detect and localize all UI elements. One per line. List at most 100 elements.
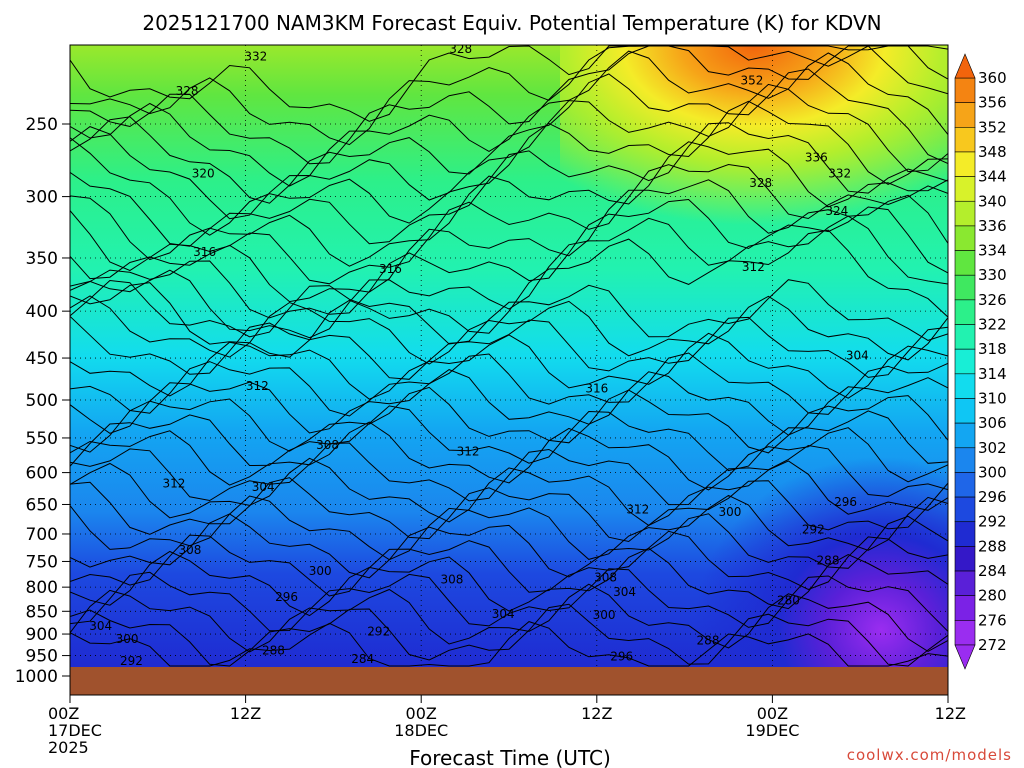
contour-label: 300 <box>719 505 742 519</box>
colorbar-swatch <box>954 102 976 128</box>
contour-label: 332 <box>244 49 267 63</box>
contour-line <box>70 457 948 526</box>
contour-label: 292 <box>367 624 390 638</box>
contour-line <box>70 141 948 267</box>
x-tick-label: 19DEC <box>745 721 799 740</box>
y-tick-label: 800 <box>26 578 58 598</box>
contour-line <box>70 45 948 146</box>
colorbar-label: 276 <box>978 611 1007 629</box>
contour-line <box>70 621 948 667</box>
grid <box>70 45 948 667</box>
contour-label: 296 <box>834 495 857 509</box>
contour-label: 328 <box>176 84 199 98</box>
colorbar-label: 310 <box>978 389 1007 407</box>
colorbar-label: 334 <box>978 242 1007 260</box>
contour-line <box>70 198 948 319</box>
x-tick-label: 00Z <box>48 704 79 723</box>
colorbar-label: 336 <box>978 217 1007 235</box>
colorbar-label: 288 <box>978 537 1007 555</box>
colorbar-label: 292 <box>978 513 1007 531</box>
contour-label: 300 <box>116 632 139 646</box>
contour-line <box>70 494 948 561</box>
x-tick-label: 00Z <box>757 704 788 723</box>
x-tick-label: 00Z <box>406 704 437 723</box>
colorbar-label: 280 <box>978 587 1007 605</box>
contour-label: 292 <box>120 654 143 668</box>
colorbar-swatch <box>954 398 976 424</box>
contour-line <box>70 179 948 303</box>
colorbar-swatch <box>954 422 976 449</box>
colorbar-label: 356 <box>978 94 1007 112</box>
colorbar-swatch <box>954 595 976 621</box>
contour-label: 328 <box>449 42 472 56</box>
y-tick-label: 900 <box>26 625 58 645</box>
y-tick-label: 750 <box>26 552 58 572</box>
y-tick-label: 500 <box>26 391 58 411</box>
y-tick-label: 350 <box>26 249 58 269</box>
contour-line <box>70 279 948 345</box>
contour-line <box>70 332 948 400</box>
contour-label: 304 <box>492 607 515 621</box>
colorbar-swatch <box>954 127 976 153</box>
colorbar-label: 318 <box>978 340 1007 358</box>
contour-label: 352 <box>740 73 763 87</box>
contour-label: 320 <box>192 166 215 180</box>
colorbar-label: 302 <box>978 439 1007 457</box>
colorbar-top-cap <box>954 53 976 79</box>
x-axis-title: Forecast Time (UTC) <box>409 746 611 768</box>
x-tick-label: 2025 <box>48 738 89 757</box>
contour-line <box>70 513 948 579</box>
contour-line <box>70 68 948 204</box>
chart-title: 2025121700 NAM3KM Forecast Equiv. Potent… <box>142 11 881 35</box>
colorbar-swatch <box>954 570 976 596</box>
colorbar-label: 306 <box>978 414 1007 432</box>
contour-label: 312 <box>246 379 269 393</box>
colorbar-swatch <box>954 472 976 498</box>
cold-lower-region <box>680 420 948 667</box>
contour-label: 332 <box>828 166 851 180</box>
contour-line <box>70 100 948 236</box>
contour-label: 308 <box>594 571 617 585</box>
contour-line <box>70 477 948 543</box>
x-tick-label: 17DEC <box>48 721 102 740</box>
y-tick-label: 250 <box>26 115 58 135</box>
colorbar-label: 360 <box>978 69 1007 87</box>
colorbar-bottom-cap <box>954 644 976 670</box>
y-tick-label: 950 <box>26 647 58 667</box>
ground <box>70 667 948 695</box>
contour-label: 304 <box>846 348 869 362</box>
contour-lines <box>70 45 948 667</box>
colorbar-swatch <box>954 250 976 276</box>
contour-line <box>70 83 948 220</box>
y-tick-label: 850 <box>26 602 58 622</box>
y-tick-label: 400 <box>26 302 58 322</box>
colorbar-label: 340 <box>978 192 1007 210</box>
contour-label: 308 <box>316 438 339 452</box>
colorbar-swatch <box>954 151 976 177</box>
contour-label: 312 <box>457 444 480 458</box>
y-tick-label: 600 <box>26 464 58 484</box>
contour-line <box>70 530 948 597</box>
colorbar-label: 348 <box>978 143 1007 161</box>
colorbar-label: 284 <box>978 562 1007 580</box>
y-tick-label: 1000 <box>15 667 58 687</box>
colorbar-swatch <box>954 496 976 523</box>
colorbar-swatch <box>954 348 976 375</box>
colorbar-swatch <box>954 176 976 202</box>
contour-label: 296 <box>275 590 298 604</box>
x-tick-label: 12Z <box>935 704 966 723</box>
colorbar-label: 272 <box>978 636 1007 654</box>
contour-line <box>70 163 948 285</box>
colorbar-swatch <box>954 324 976 350</box>
contour-label: 288 <box>697 634 720 648</box>
contour-label: 316 <box>585 382 608 396</box>
colorbar-swatch <box>954 77 976 103</box>
contour-label: 308 <box>440 573 463 587</box>
contour-line <box>70 442 948 506</box>
contour-label: 300 <box>593 608 616 622</box>
x-tick-label: 18DEC <box>394 721 448 740</box>
